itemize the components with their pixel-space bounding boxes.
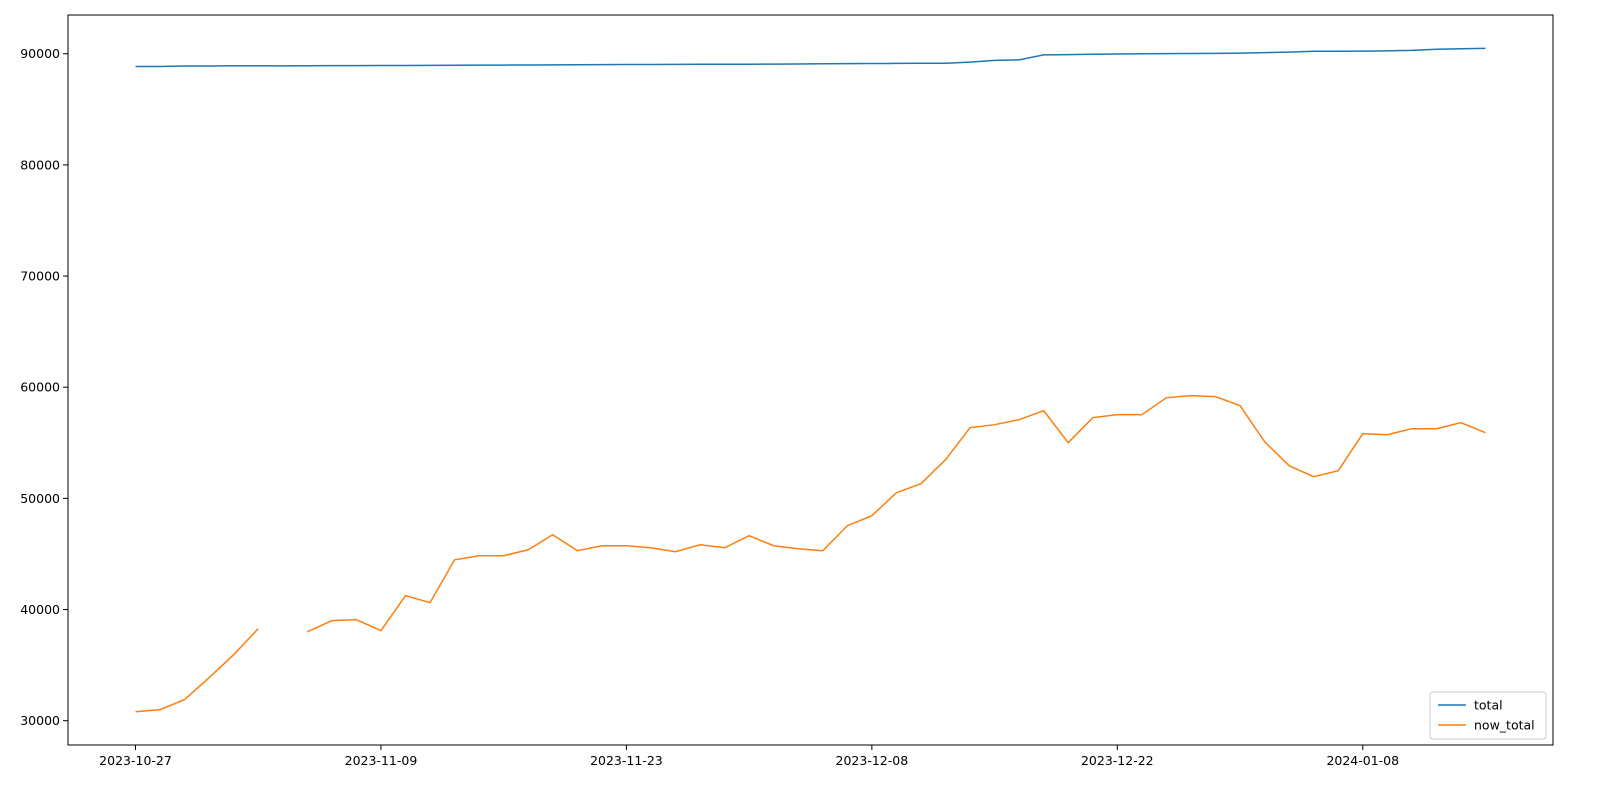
plot-frame bbox=[67, 14, 1554, 746]
x-tick-label: 2023-12-22 bbox=[1081, 753, 1154, 768]
legend-box bbox=[1429, 691, 1547, 740]
series-line bbox=[135, 47, 1486, 68]
x-tick-label: 2023-11-09 bbox=[345, 753, 418, 768]
x-tick-label: 2023-10-27 bbox=[99, 753, 172, 768]
y-tick-label: 80000 bbox=[20, 157, 60, 172]
series-line bbox=[135, 628, 259, 713]
x-tick-label: 2023-12-08 bbox=[836, 753, 909, 768]
y-tick-label: 50000 bbox=[20, 491, 60, 506]
y-tick-label: 40000 bbox=[20, 602, 60, 617]
y-tick-label: 90000 bbox=[20, 46, 60, 61]
series-line bbox=[307, 394, 1486, 633]
legend-label: total bbox=[1474, 698, 1503, 713]
y-tick-label: 60000 bbox=[20, 380, 60, 395]
x-tick-label: 2023-11-23 bbox=[590, 753, 663, 768]
y-tick-label: 70000 bbox=[20, 269, 60, 284]
x-tick-label: 2024-01-08 bbox=[1326, 753, 1399, 768]
legend-label: now_total bbox=[1474, 718, 1535, 733]
y-tick-label: 30000 bbox=[20, 713, 60, 728]
